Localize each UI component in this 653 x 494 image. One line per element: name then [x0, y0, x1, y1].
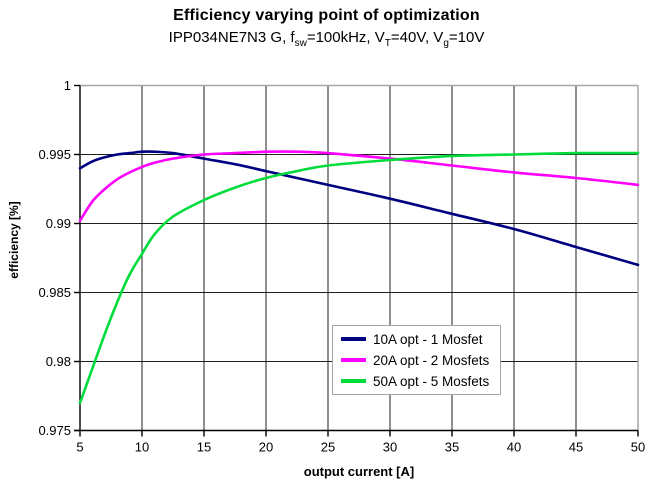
- series-line-10A: [78, 150, 640, 267]
- y-tick-label: 0.98: [46, 354, 71, 369]
- chart-subtitle: IPP034NE7N3 G, fsw=100kHz, VT=40V, Vg=10…: [0, 29, 653, 49]
- y-tick-label: 1: [64, 78, 71, 93]
- series-line-50A: [78, 151, 640, 405]
- subtitle-subscript-vg: g: [443, 38, 449, 49]
- legend-item: 50A opt - 5 Mosfets: [341, 372, 500, 390]
- x-tick-label: 45: [569, 440, 583, 455]
- subtitle-text: =40V, V: [390, 29, 444, 46]
- y-tick-label: 0.99: [46, 216, 71, 231]
- chart-legend: 10A opt - 1 Mosfet 20A opt - 2 Mosfets 5…: [332, 325, 501, 395]
- y-tick-label: 0.985: [38, 285, 71, 300]
- legend-label: 50A opt - 5 Mosfets: [373, 373, 490, 389]
- chart-title: Efficiency varying point of optimization: [173, 7, 480, 24]
- x-tick-label: 15: [197, 440, 211, 455]
- legend-item: 10A opt - 1 Mosfet: [341, 330, 500, 348]
- legend-label: 20A opt - 2 Mosfets: [373, 352, 490, 368]
- y-tick-label: 0.995: [38, 147, 71, 162]
- subtitle-text: =100kHz, V: [306, 29, 385, 46]
- series-line-swatch-icon: [341, 337, 366, 341]
- y-axis-title: efficiency [%]: [7, 201, 21, 279]
- x-tick-label: 30: [383, 440, 397, 455]
- legend-label: 10A opt - 1 Mosfet: [373, 331, 483, 347]
- x-tick-label: 25: [321, 440, 335, 455]
- x-tick-label: 20: [259, 440, 273, 455]
- subtitle-text: IPP034NE7N3 G, f: [168, 29, 295, 46]
- subtitle-text: =10V: [448, 29, 485, 46]
- x-axis-title: output current [A]: [303, 464, 415, 479]
- subtitle-subscript-vt: T: [384, 38, 391, 49]
- x-tick-label: 40: [507, 440, 521, 455]
- x-tick-label: 50: [631, 440, 645, 455]
- series-line-swatch-icon: [341, 379, 366, 383]
- y-tick-label: 0.975: [38, 423, 71, 438]
- x-tick-label: 5: [76, 440, 83, 455]
- x-tick-label: 35: [445, 440, 459, 455]
- x-tick-label: 10: [135, 440, 149, 455]
- series-line-swatch-icon: [341, 358, 366, 362]
- subtitle-subscript-fsw: sw: [294, 38, 307, 49]
- series-line-20A: [78, 150, 640, 222]
- legend-item: 20A opt - 2 Mosfets: [341, 351, 500, 369]
